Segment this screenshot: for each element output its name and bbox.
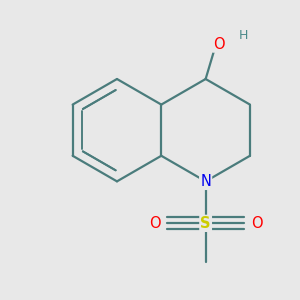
Text: N: N (200, 174, 211, 189)
Text: O: O (213, 37, 225, 52)
Text: O: O (149, 216, 161, 231)
Text: S: S (200, 216, 211, 231)
Text: O: O (251, 216, 262, 231)
Text: H: H (239, 29, 248, 42)
